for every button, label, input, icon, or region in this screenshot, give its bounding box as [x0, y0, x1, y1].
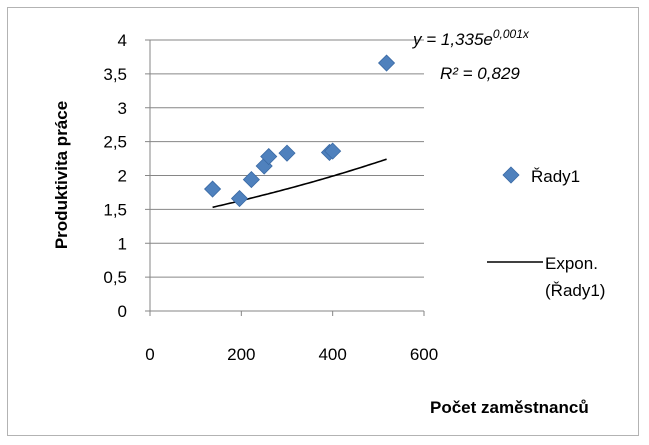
y-tick-label: 1: [118, 234, 127, 253]
y-tick-label: 4: [118, 31, 127, 50]
y-tick-label: 0,5: [103, 268, 127, 287]
legend-label-trendline-1: Expon.: [545, 254, 598, 273]
grid-lines: [145, 39, 425, 316]
data-point-diamond: [203, 180, 222, 198]
y-tick-label: 3: [118, 99, 127, 118]
data-point-diamond: [260, 147, 278, 166]
legend-label-trendline-2: (Řady1): [545, 281, 605, 300]
x-axis-title: Počet zaměstnanců: [430, 398, 589, 417]
y-tick-label: 1,5: [103, 200, 127, 219]
data-point-diamond: [278, 144, 296, 162]
trendline-r-squared: R² = 0,829: [440, 64, 520, 83]
x-tick-label: 400: [318, 345, 346, 364]
x-tick-labels: 0 200 400 600: [145, 345, 438, 364]
legend: Řady1 Expon. (Řady1): [487, 166, 605, 300]
chart-frame: [7, 7, 639, 436]
data-point-diamond: [230, 189, 249, 208]
data-point-diamond: [324, 142, 342, 160]
legend-label-series: Řady1: [531, 167, 580, 186]
x-tick-label: 600: [410, 345, 438, 364]
x-tick-label: 0: [145, 345, 154, 364]
data-point-diamond: [377, 54, 396, 72]
y-tick-label: 2,5: [103, 133, 127, 152]
legend-marker-diamond: [502, 166, 520, 184]
x-tick-label: 200: [227, 345, 255, 364]
y-axis-title: Produktivita práce: [52, 101, 71, 249]
y-tick-label: 0: [118, 302, 127, 321]
y-tick-label: 3,5: [103, 65, 127, 84]
data-point-diamond: [242, 170, 260, 189]
axes: [149, 40, 424, 312]
y-tick-labels: 0 0,5 1 1,5 2 2,5 3 3,5 4: [103, 31, 127, 321]
data-points: [203, 54, 396, 208]
y-tick-label: 2: [118, 167, 127, 186]
trendline-equation: y = 1,335e0,001x: [412, 27, 530, 49]
